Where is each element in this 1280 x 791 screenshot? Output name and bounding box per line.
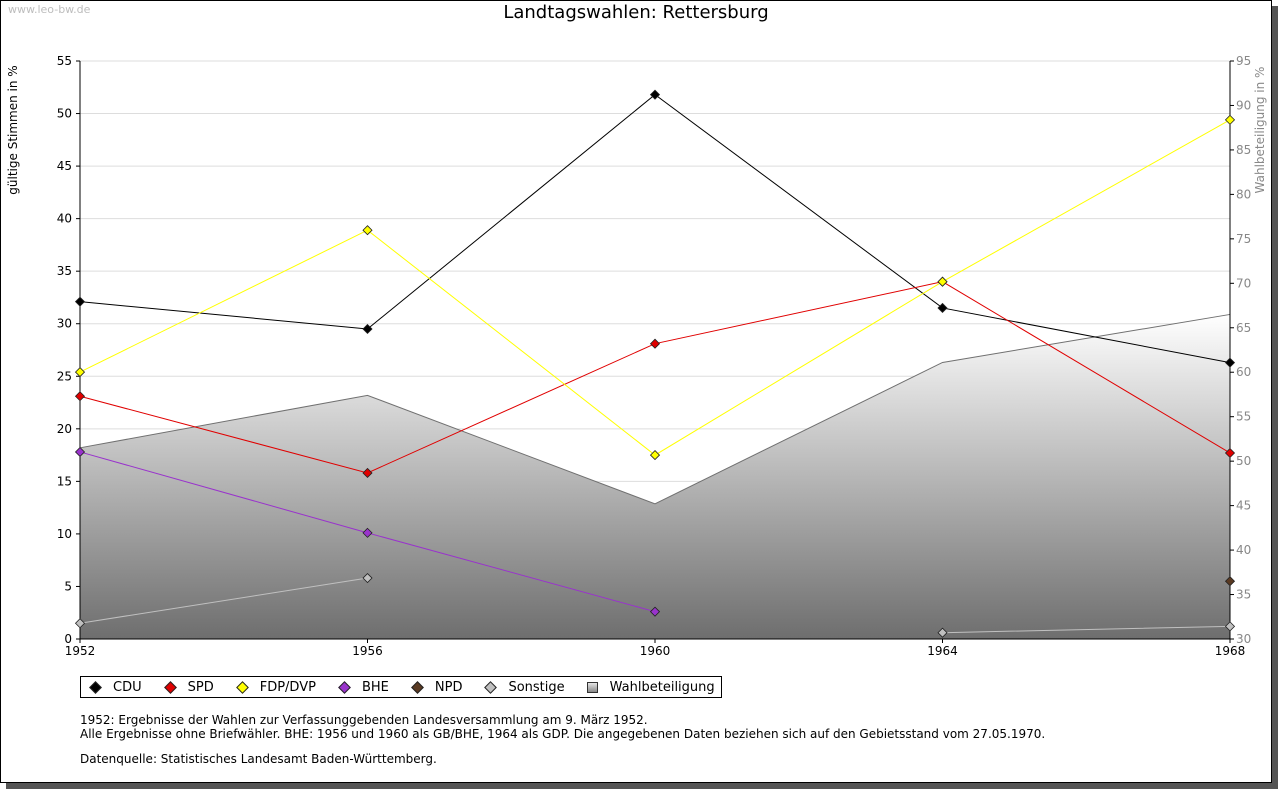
note-line-1: 1952: Ergebnisse der Wahlen zur Verfassu… bbox=[80, 713, 648, 727]
diamond-marker-icon bbox=[235, 680, 249, 694]
data-point-cdu bbox=[362, 323, 373, 335]
diamond-marker-icon bbox=[89, 680, 102, 694]
legend-item-fdp-dvp: FDP/DVP bbox=[235, 679, 316, 695]
data-point-sonstige bbox=[74, 618, 86, 629]
data-point-fdp-dvp bbox=[74, 367, 86, 378]
turnout-area bbox=[80, 314, 1230, 639]
chart-plot: 0 5 10 15 20 25 30 35 40 45 50 55 30 35 40 45 50 55 60 65 70… bbox=[6, 54, 1267, 658]
turnout-area-edge bbox=[79, 313, 1231, 505]
x-tick-label: 1952 bbox=[65, 644, 96, 658]
legend-label: SPD bbox=[187, 679, 214, 695]
legend-label: CDU bbox=[113, 679, 142, 695]
y-tick-label: 20 bbox=[57, 422, 72, 436]
y2-tick-label: 85 bbox=[1236, 143, 1251, 157]
y2-tick-label: 75 bbox=[1236, 232, 1251, 246]
legend-item-wahlbeteiligung: Wahlbeteiligung bbox=[586, 679, 715, 695]
y-tick-label: 45 bbox=[57, 159, 72, 173]
note-line-2: Alle Ergebnisse ohne Briefwähler. BHE: 1… bbox=[80, 727, 1046, 741]
data-point-sonstige bbox=[937, 627, 948, 638]
y-tick-label: 50 bbox=[57, 107, 72, 121]
frame-shadow-bottom bbox=[6, 783, 1278, 789]
y2-tick-label: 35 bbox=[1236, 588, 1251, 602]
data-point-cdu bbox=[74, 296, 86, 307]
legend-label: Sonstige bbox=[508, 679, 565, 695]
data-point-sonstige bbox=[362, 572, 373, 584]
data-point-cdu bbox=[937, 302, 948, 314]
watermark: www.leo-bw.de bbox=[8, 3, 91, 16]
legend-item-bhe: BHE bbox=[338, 680, 389, 695]
data-point-spd bbox=[362, 467, 373, 479]
legend-item-spd: SPD bbox=[163, 679, 214, 695]
x-tick-label: 1964 bbox=[927, 644, 958, 658]
y2-tick-label: 30 bbox=[1236, 632, 1251, 646]
diamond-marker-icon bbox=[338, 680, 351, 694]
legend-label: FDP/DVP bbox=[259, 679, 316, 695]
data-point-bhe bbox=[74, 446, 86, 458]
y2-tick-label: 45 bbox=[1236, 499, 1251, 513]
data-point-fdp-dvp bbox=[937, 276, 948, 287]
legend-label: NPD bbox=[434, 679, 463, 695]
y-tick-label: 10 bbox=[57, 527, 72, 541]
legend-item-sonstige: Sonstige bbox=[484, 679, 565, 695]
frame-shadow-right bbox=[1272, 6, 1278, 789]
y-tick-label: 40 bbox=[57, 212, 72, 226]
x-tick-label: 1956 bbox=[352, 644, 383, 658]
y2-tick-label: 40 bbox=[1236, 543, 1251, 557]
legend-label: Wahlbeteiligung bbox=[609, 679, 715, 695]
legend-item-npd: NPD bbox=[411, 679, 463, 695]
y2-tick-label: 80 bbox=[1236, 187, 1251, 201]
y2-tick-label: 55 bbox=[1236, 410, 1251, 424]
diamond-marker-icon bbox=[411, 680, 424, 694]
y-tick-label: 55 bbox=[57, 54, 72, 68]
y2-tick-label: 50 bbox=[1236, 454, 1251, 468]
square-marker-icon bbox=[586, 681, 598, 693]
y2-tick-label: 60 bbox=[1236, 365, 1251, 379]
legend-item-cdu: CDU bbox=[89, 680, 142, 695]
y2-axis-title: Wahlbeteiligung in % bbox=[1253, 67, 1267, 194]
data-point-bhe bbox=[649, 606, 661, 617]
chart-title: Landtagswahlen: Rettersburg bbox=[503, 2, 769, 23]
data-point-fdp-dvp bbox=[1224, 114, 1236, 125]
y-tick-label: 30 bbox=[57, 317, 72, 331]
series-line-sonstige bbox=[79, 577, 1231, 634]
data-point-spd bbox=[74, 391, 86, 402]
chart-legend: CDU SPD FDP/DVP BHE NPD Sonstige Wahlbeteiligu… bbox=[80, 676, 722, 698]
x-tick-label: 1960 bbox=[640, 644, 671, 658]
series-line-cdu bbox=[79, 93, 1231, 364]
data-point-bhe bbox=[362, 527, 373, 538]
data-point-cdu bbox=[1224, 357, 1236, 368]
chart-notes: 1952: Ergebnisse der Wahlen zur Verfassu… bbox=[80, 713, 1045, 741]
data-point-fdp-dvp bbox=[649, 450, 661, 461]
y-tick-label: 0 bbox=[64, 632, 72, 646]
y-tick-label: 15 bbox=[57, 474, 72, 488]
data-point-npd bbox=[1224, 576, 1236, 587]
x-tick-label: 1968 bbox=[1215, 644, 1246, 658]
y-tick-label: 35 bbox=[57, 264, 72, 278]
diamond-marker-icon bbox=[484, 680, 498, 694]
data-source-note: Datenquelle: Statistisches Landesamt Bad… bbox=[80, 752, 437, 766]
data-point-spd bbox=[649, 338, 661, 349]
y2-tick-label: 70 bbox=[1236, 276, 1251, 290]
y-axis-title: gültige Stimmen in % bbox=[6, 65, 20, 194]
data-point-spd bbox=[1224, 447, 1236, 459]
y2-tick-label: 95 bbox=[1236, 54, 1251, 68]
legend-label: BHE bbox=[361, 679, 389, 695]
data-point-sonstige bbox=[1224, 621, 1236, 632]
y2-tick-label: 65 bbox=[1236, 321, 1251, 335]
data-point-fdp-dvp bbox=[362, 225, 373, 236]
y-tick-label: 25 bbox=[57, 369, 72, 383]
data-point-cdu bbox=[649, 89, 661, 100]
y2-tick-label: 90 bbox=[1236, 98, 1251, 112]
diamond-marker-icon bbox=[163, 680, 177, 694]
y-tick-label: 5 bbox=[64, 579, 72, 593]
